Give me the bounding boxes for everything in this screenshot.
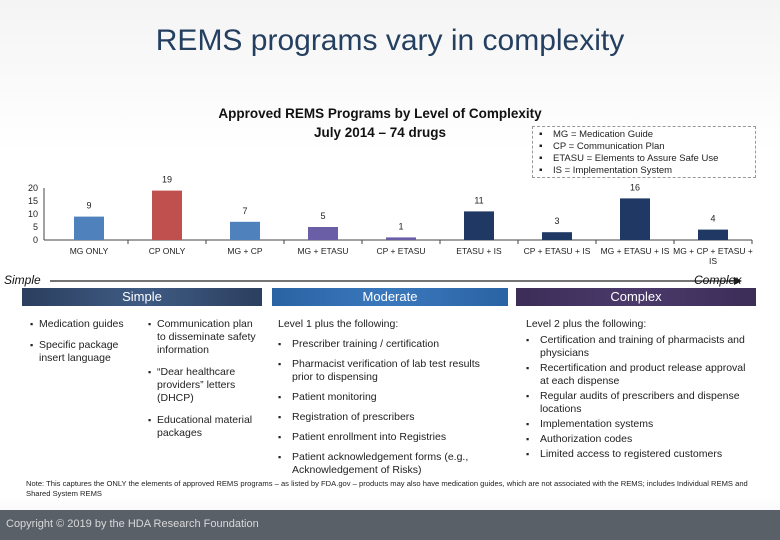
x-tick-label: CP + ETASU + IS (524, 246, 591, 256)
x-tick-label: MG ONLY (70, 246, 109, 256)
bar (386, 237, 416, 240)
moderate-column: Level 1 plus the following: Prescriber t… (278, 318, 500, 484)
y-tick-label: 15 (28, 196, 38, 206)
list-item: Pharmacist verification of lab test resu… (278, 358, 500, 384)
bar-chart: 0 5 10 15 20 9 MG ONLY 19 CP ONLY 7 MG + CP 5 MG + E… (28, 175, 753, 266)
simple-column-b: Communication plan to disseminate safety… (148, 318, 260, 449)
y-tick-label: 10 (28, 209, 38, 219)
chart-subtitle: July 2014 – 74 drugs (313, 125, 447, 140)
legend-item: MG = Medication Guide (539, 129, 749, 141)
x-tick-label: MG + ETASU + IS (601, 246, 670, 256)
bar-value-label: 16 (630, 182, 640, 192)
complex-column: Level 2 plus the following: Certificatio… (526, 318, 756, 463)
chart-title: Approved REMS Programs by Level of Compl… (180, 104, 580, 142)
list-item: Prescriber training / certification (278, 338, 500, 351)
bar-value-label: 4 (710, 214, 715, 224)
list-item: Educational material packages (148, 414, 260, 440)
x-tick-label: MG + CP + ETASU + (673, 246, 753, 256)
x-tick-label: MG + ETASU (297, 246, 348, 256)
list-item: Regular audits of prescribers and dispen… (526, 390, 756, 416)
chart-legend: MG = Medication Guide CP = Communication… (532, 126, 756, 178)
complex-axis-label: Complex (694, 273, 742, 287)
complex-band: Complex (516, 288, 756, 306)
list-item: Recertification and product release appr… (526, 362, 756, 388)
moderate-band: Moderate (272, 288, 508, 306)
list-item: Implementation systems (526, 418, 756, 431)
simple-column-a: Medication guides Specific package inser… (30, 318, 142, 373)
list-item: Limited access to registered customers (526, 448, 756, 461)
bar (230, 221, 260, 240)
legend-item: ETASU = Elements to Assure Safe Use (539, 153, 749, 165)
y-tick-label: 5 (33, 222, 38, 232)
x-tick-label: ETASU + IS (456, 246, 502, 256)
bar-value-label: 5 (320, 211, 325, 221)
list-item: Specific package insert language (30, 339, 142, 365)
y-tick-label: 20 (28, 183, 38, 193)
list-item: Patient monitoring (278, 391, 500, 404)
bar (620, 198, 650, 240)
footer-bar: Copyright © 2019 by the HDA Research Fou… (0, 510, 780, 540)
bar (74, 216, 104, 240)
bar-value-label: 1 (398, 221, 403, 231)
list-item: “Dear healthcare providers” letters (DHC… (148, 366, 260, 405)
bar (152, 190, 182, 240)
bar-value-label: 7 (242, 206, 247, 216)
bar (308, 227, 338, 240)
x-tick-label: IS (709, 256, 717, 266)
bar (698, 229, 728, 240)
complexity-arrow (50, 277, 742, 285)
chart-title-line: Approved REMS Programs by Level of Compl… (218, 106, 542, 121)
slide-title: REMS programs vary in complexity (155, 24, 625, 57)
list-item: Medication guides (30, 318, 142, 331)
x-tick-label: CP ONLY (149, 246, 186, 256)
bar-value-label: 3 (554, 216, 559, 226)
legend-item: CP = Communication Plan (539, 141, 749, 153)
legend-item: IS = Implementation System (539, 165, 749, 177)
simple-band: Simple (22, 288, 262, 306)
list-item: Registration of prescribers (278, 411, 500, 424)
simple-axis-label: Simple (4, 273, 41, 287)
bar (542, 232, 572, 240)
y-tick-label: 0 (33, 235, 38, 245)
copyright-text: Copyright © 2019 by the HDA Research Fou… (6, 518, 259, 530)
list-item: Certification and training of pharmacist… (526, 334, 756, 360)
x-tick-label: MG + CP (227, 246, 263, 256)
bar-value-label: 9 (86, 201, 91, 211)
moderate-lead: Level 1 plus the following: (278, 318, 399, 330)
list-item: Patient acknowledgement forms (e.g., Ack… (278, 451, 500, 477)
list-item: Patient enrollment into Registries (278, 431, 500, 444)
complex-lead: Level 2 plus the following: (526, 318, 647, 330)
x-tick-label: CP + ETASU (376, 246, 425, 256)
bar-value-label: 19 (162, 175, 172, 185)
bar-value-label: 11 (474, 195, 483, 205)
footnote: Note: This captures the ONLY the element… (26, 479, 748, 498)
bar (464, 211, 494, 240)
list-item: Communication plan to disseminate safety… (148, 318, 260, 357)
list-item: Authorization codes (526, 433, 756, 446)
